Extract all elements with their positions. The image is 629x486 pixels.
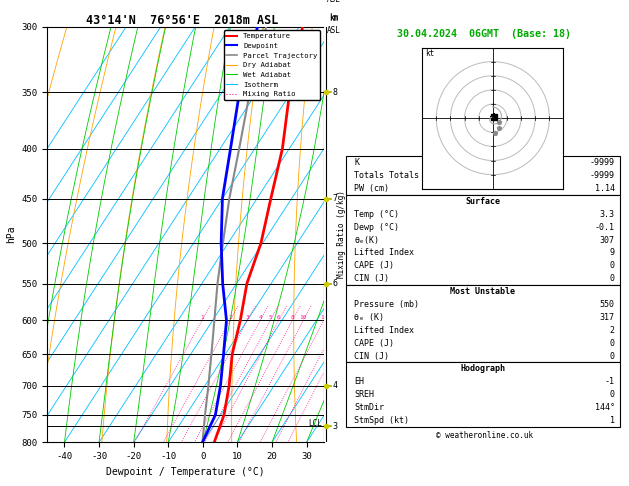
Text: CIN (J): CIN (J): [354, 274, 389, 283]
Text: © weatheronline.co.uk: © weatheronline.co.uk: [436, 431, 533, 440]
Text: 4: 4: [259, 315, 262, 320]
Text: 0: 0: [610, 390, 615, 399]
Text: Lifted Index: Lifted Index: [354, 326, 414, 335]
Text: 3: 3: [333, 421, 337, 431]
Text: kt: kt: [425, 49, 434, 58]
Text: 6: 6: [277, 315, 281, 320]
Text: 0: 0: [610, 274, 615, 283]
Text: 307: 307: [599, 236, 615, 244]
Text: 2: 2: [610, 326, 615, 335]
Text: 5: 5: [269, 315, 272, 320]
Text: km: km: [329, 14, 338, 22]
Text: Hodograph: Hodograph: [460, 364, 506, 373]
Text: θₑ(K): θₑ(K): [354, 236, 379, 244]
Text: km: km: [329, 14, 338, 22]
Text: CIN (J): CIN (J): [354, 351, 389, 361]
Text: CAPE (J): CAPE (J): [354, 261, 394, 270]
Text: 0: 0: [610, 339, 615, 347]
Legend: Temperature, Dewpoint, Parcel Trajectory, Dry Adiabat, Wet Adiabat, Isotherm, Mi: Temperature, Dewpoint, Parcel Trajectory…: [223, 30, 320, 100]
Text: -9999: -9999: [589, 158, 615, 167]
Text: 3.3: 3.3: [599, 210, 615, 219]
Text: -1: -1: [604, 377, 615, 386]
FancyBboxPatch shape: [346, 156, 620, 195]
Text: -9999: -9999: [589, 171, 615, 180]
Text: 2: 2: [228, 315, 232, 320]
Text: 4: 4: [333, 381, 337, 390]
Y-axis label: hPa: hPa: [6, 226, 16, 243]
Text: Surface: Surface: [465, 197, 501, 206]
Text: ASL: ASL: [326, 26, 340, 35]
Text: EH: EH: [354, 377, 364, 386]
Text: 1: 1: [200, 315, 204, 320]
Text: Most Unstable: Most Unstable: [450, 287, 515, 296]
Text: 3: 3: [245, 315, 249, 320]
Text: 0: 0: [610, 351, 615, 361]
Text: 43°14'N  76°56'E  2018m ASL: 43°14'N 76°56'E 2018m ASL: [86, 14, 279, 27]
Text: θₑ (K): θₑ (K): [354, 313, 384, 322]
Text: 0: 0: [610, 261, 615, 270]
Text: 6: 6: [333, 279, 337, 288]
Text: -0.1: -0.1: [594, 223, 615, 232]
Text: 8: 8: [291, 315, 294, 320]
Text: K: K: [354, 158, 359, 167]
X-axis label: Dewpoint / Temperature (°C): Dewpoint / Temperature (°C): [106, 467, 265, 477]
Text: StmSpd (kt): StmSpd (kt): [354, 416, 409, 425]
Text: Totals Totals: Totals Totals: [354, 171, 419, 180]
Text: 1.14: 1.14: [594, 184, 615, 193]
Text: Temp (°C): Temp (°C): [354, 210, 399, 219]
Text: LCL: LCL: [308, 419, 322, 428]
FancyBboxPatch shape: [346, 195, 620, 285]
Text: 7: 7: [333, 194, 337, 203]
FancyBboxPatch shape: [346, 285, 620, 363]
Text: 10: 10: [299, 315, 307, 320]
Text: 30.04.2024  06GMT  (Base: 18): 30.04.2024 06GMT (Base: 18): [398, 29, 571, 39]
Text: StmDir: StmDir: [354, 403, 384, 412]
Text: 317: 317: [599, 313, 615, 322]
Text: Pressure (mb): Pressure (mb): [354, 300, 419, 309]
Text: Mixing Ratio (g/kg): Mixing Ratio (g/kg): [337, 191, 347, 278]
Text: Lifted Index: Lifted Index: [354, 248, 414, 258]
Text: Dewp (°C): Dewp (°C): [354, 223, 399, 232]
Text: 9: 9: [610, 248, 615, 258]
Text: SREH: SREH: [354, 390, 374, 399]
Text: 8: 8: [333, 87, 337, 97]
FancyBboxPatch shape: [346, 363, 620, 427]
Text: ASL: ASL: [326, 0, 340, 4]
Text: 15: 15: [320, 315, 328, 320]
Text: PW (cm): PW (cm): [354, 184, 389, 193]
Text: CAPE (J): CAPE (J): [354, 339, 394, 347]
Text: 550: 550: [599, 300, 615, 309]
Text: 144°: 144°: [594, 403, 615, 412]
Text: 1: 1: [610, 416, 615, 425]
